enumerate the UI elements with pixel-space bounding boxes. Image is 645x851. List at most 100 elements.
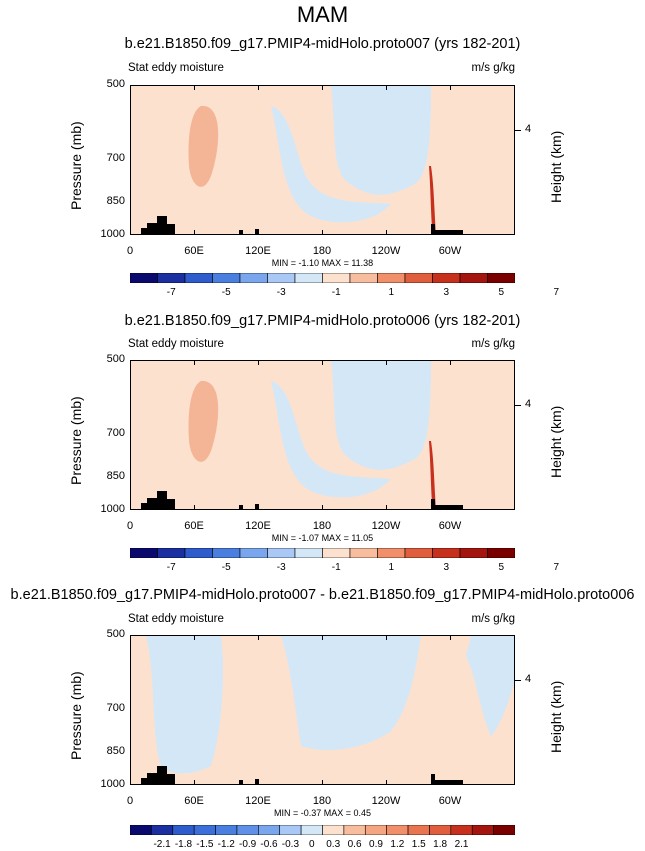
x-tick-mark — [194, 505, 195, 510]
x-tick-mark — [450, 230, 451, 235]
y-tick-label: 1000 — [100, 228, 125, 240]
negative-region-indian — [271, 106, 391, 223]
x-tick-mark — [386, 505, 387, 510]
colorbar-label: 5 — [498, 562, 505, 573]
colorbar-swatch — [432, 273, 461, 283]
x-tick-label: 180 — [312, 795, 332, 807]
x-tick-mark — [258, 780, 259, 785]
contour-field — [131, 361, 514, 509]
colorbar-swatch — [258, 825, 281, 835]
x-tick-mark — [322, 230, 323, 235]
colorbar-label: -0.3 — [281, 839, 300, 850]
plot-area — [130, 85, 515, 235]
colorbar-label: 0.9 — [369, 839, 383, 850]
colorbar-swatch — [215, 825, 238, 835]
colorbar-label: 7 — [553, 287, 560, 298]
colorbar-label: -1 — [331, 562, 341, 573]
y-tick-label: 850 — [106, 745, 125, 757]
y-tick-label: 500 — [106, 78, 125, 90]
x-tick-mark — [130, 780, 131, 785]
y-tick-label: 700 — [106, 152, 125, 164]
colorbar-swatch — [157, 548, 186, 558]
x-tick-label: 0 — [126, 795, 134, 807]
x-tick-mark-top — [194, 360, 195, 365]
topography-himalaya — [141, 491, 175, 509]
colorbar-label: -5 — [221, 287, 231, 298]
x-tick-label: 60W — [438, 245, 462, 257]
colorbar-label: -1.2 — [217, 839, 235, 850]
negative-region — [466, 636, 514, 736]
x-tick-mark — [130, 230, 131, 235]
x-tick-mark-top — [386, 360, 387, 365]
x-tick-mark — [450, 505, 451, 510]
topography — [239, 230, 243, 234]
colorbar-label: -1.8 — [174, 839, 193, 850]
topography — [255, 504, 259, 509]
x-tick-mark — [386, 230, 387, 235]
colorbar-swatch — [459, 273, 488, 283]
y-tick-label: 850 — [106, 195, 125, 207]
colorbar-swatch — [267, 273, 296, 283]
colorbar-label: -1.5 — [196, 839, 214, 850]
x-tick-label: 60W — [438, 795, 462, 807]
x-tick-mark — [194, 780, 195, 785]
y-tick-label: 1000 — [100, 778, 125, 790]
colorbar-swatch — [404, 273, 433, 283]
x-tick-label: 120E — [245, 795, 271, 807]
colorbar-label: 3 — [443, 562, 450, 573]
units-string: m/s g/kg — [471, 338, 515, 350]
plot-area — [130, 360, 515, 510]
x-tick-mark-top — [386, 85, 387, 90]
x-tick-mark-top — [450, 85, 451, 90]
panel-title: b.e21.B1850.f09_g17.PMIP4-midHolo.proto0… — [124, 36, 521, 52]
colorbar-label: -7 — [166, 562, 176, 573]
colorbar-label: 3 — [443, 287, 450, 298]
y-tick-label: 500 — [106, 353, 125, 365]
left-string: Stat eddy moisture — [128, 613, 224, 625]
x-tick-mark — [130, 505, 131, 510]
colorbar-swatch — [172, 825, 195, 835]
colorbar-swatch — [343, 825, 366, 835]
colorbar-swatch — [184, 548, 213, 558]
colorbar-swatch — [349, 548, 378, 558]
colorbar-label: 0.3 — [326, 839, 341, 850]
topography-andes — [431, 774, 463, 784]
colorbar-swatch — [294, 548, 323, 558]
x-tick-label: 60E — [184, 245, 204, 257]
colorbar-swatch — [407, 825, 430, 835]
colorbar-label: 1.5 — [411, 839, 426, 850]
y-tick-label: 700 — [106, 427, 125, 439]
colorbar-swatch — [239, 548, 268, 558]
colorbar-swatch — [322, 825, 345, 835]
x-tick-label: 60E — [184, 795, 204, 807]
positive-region — [131, 86, 514, 234]
topography — [239, 505, 243, 509]
colorbar-swatch — [386, 825, 409, 835]
colorbar — [130, 273, 515, 283]
colorbar-swatch — [294, 273, 323, 283]
colorbar-swatch — [377, 548, 406, 558]
height-tick-label: 4 — [525, 123, 532, 135]
colorbar-label: 1.2 — [390, 839, 405, 850]
x-tick-label: 0 — [126, 520, 134, 532]
colorbar-swatch — [130, 548, 158, 558]
x-tick-mark-top — [450, 360, 451, 365]
topography-andes — [431, 499, 463, 509]
topography — [255, 779, 259, 784]
x-tick-mark-top — [322, 360, 323, 365]
x-tick-label: 120W — [371, 795, 401, 807]
units-string: m/s g/kg — [471, 62, 515, 74]
x-tick-mark-top — [450, 635, 451, 640]
colorbar-swatch — [364, 825, 387, 835]
min-max-label: MIN = -1.10 MAX = 11.38 — [271, 258, 374, 268]
x-tick-mark-top — [130, 85, 131, 90]
colorbar-label: 1.8 — [433, 839, 448, 850]
colorbar-swatch — [493, 825, 515, 835]
x-tick-mark-top — [386, 635, 387, 640]
colorbar-swatch — [459, 548, 488, 558]
x-tick-mark — [386, 780, 387, 785]
right-axis-label: Height (km) — [548, 130, 564, 203]
plot-area — [130, 635, 515, 785]
colorbar-swatch — [487, 548, 515, 558]
colorbar-label: -5 — [221, 562, 231, 573]
